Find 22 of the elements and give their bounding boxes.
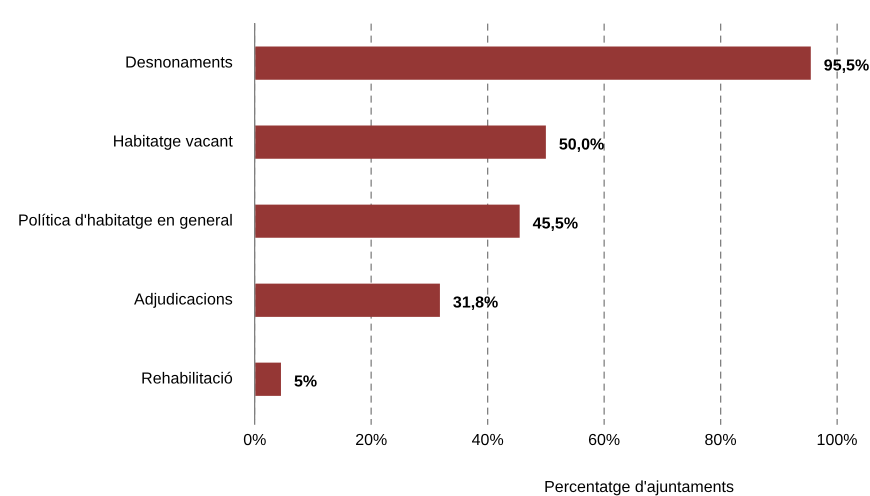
y-tick-label: Rehabilitació (141, 370, 233, 388)
x-tick-label: 100% (816, 432, 858, 449)
y-tick-label: Habitatge vacant (112, 134, 234, 151)
data-label: 95,5% (824, 58, 870, 75)
x-tick-label: 0% (243, 432, 266, 449)
bar (255, 284, 440, 317)
x-tick-label: 20% (355, 432, 388, 449)
bar (255, 362, 281, 396)
bar (255, 46, 811, 80)
x-tick-label: 60% (588, 432, 620, 449)
data-label: 50,0% (558, 136, 604, 154)
data-label: 5% (294, 374, 318, 391)
data-label: 45,5% (532, 216, 578, 233)
bar (255, 204, 520, 238)
y-tick-label: Adjudicacions (134, 292, 233, 309)
data-label: 31,8% (452, 294, 498, 312)
x-tick-label: 40% (472, 432, 504, 449)
x-axis-title: Percentatge d'ajuntaments (544, 479, 734, 496)
y-tick-label: Desnonaments (125, 54, 233, 72)
y-tick-label: Política d'habitatge en general (18, 212, 233, 230)
bar (255, 126, 546, 159)
x-tick-label: 80% (704, 432, 737, 449)
